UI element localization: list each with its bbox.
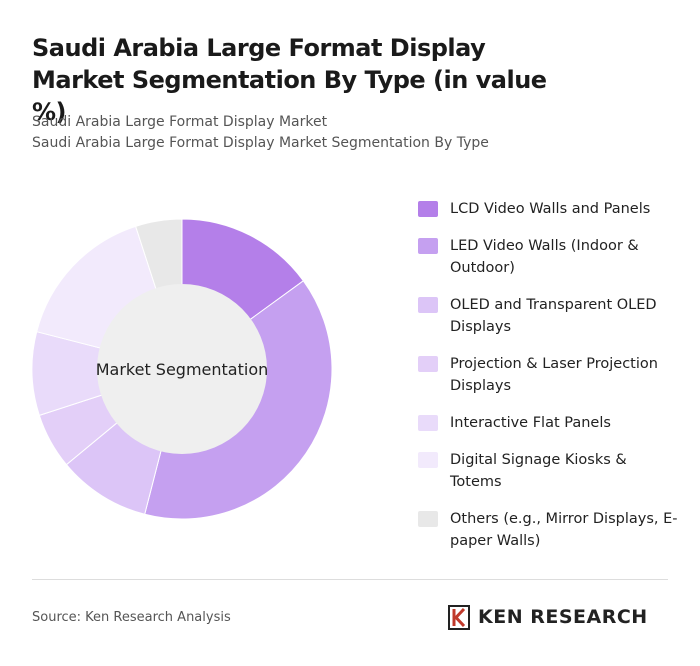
legend-label: LCD Video Walls and Panels [450, 201, 651, 217]
legend-item: LCD Video Walls and Panels [418, 198, 678, 220]
legend-swatch [418, 297, 438, 313]
source: Source: Ken Research Analysis [32, 610, 231, 625]
legend-swatch [418, 511, 438, 527]
brand: KEN RESEARCH [478, 606, 648, 628]
legend-label: Projection & Laser Projection Displays [450, 356, 658, 394]
legend-item: OLED and Transparent OLED Displays [418, 294, 678, 338]
donut-hole [97, 284, 267, 454]
divider [32, 579, 668, 580]
legend-swatch [418, 415, 438, 431]
legend: LCD Video Walls and Panels LED Video Wall… [418, 198, 678, 567]
subtitle: Saudi Arabia Large Format Display Market [32, 114, 328, 130]
legend-item: Interactive Flat Panels [418, 412, 678, 434]
legend-item: LED Video Walls (Indoor & Outdoor) [418, 235, 678, 279]
chart-title: Saudi Arabia Large Format Display Market… [32, 34, 547, 126]
legend-swatch [418, 238, 438, 254]
legend-item: Others (e.g., Mirror Displays, E-paper W… [418, 508, 678, 552]
chart: Market Segmentation [31, 218, 333, 520]
legend-label: Interactive Flat Panels [450, 415, 611, 431]
legend-label: LED Video Walls (Indoor & Outdoor) [450, 238, 639, 276]
subtitle: Saudi Arabia Large Format Display Market… [32, 135, 489, 151]
legend-swatch [418, 452, 438, 468]
legend-item: Projection & Laser Projection Displays [418, 353, 678, 397]
legend-label: Digital Signage Kiosks & Totems [450, 452, 627, 490]
legend-swatch [418, 356, 438, 372]
legend-swatch [418, 201, 438, 217]
logo [448, 605, 470, 630]
legend-item: Digital Signage Kiosks & Totems [418, 449, 678, 493]
center-label: Market Segmentation [96, 360, 269, 379]
legend-label: Others (e.g., Mirror Displays, E-paper W… [450, 511, 678, 549]
legend-label: OLED and Transparent OLED Displays [450, 297, 657, 335]
